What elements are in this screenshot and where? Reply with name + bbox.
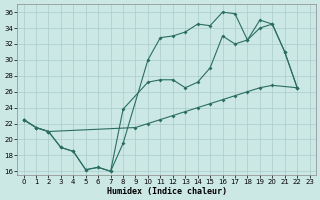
X-axis label: Humidex (Indice chaleur): Humidex (Indice chaleur): [107, 187, 227, 196]
